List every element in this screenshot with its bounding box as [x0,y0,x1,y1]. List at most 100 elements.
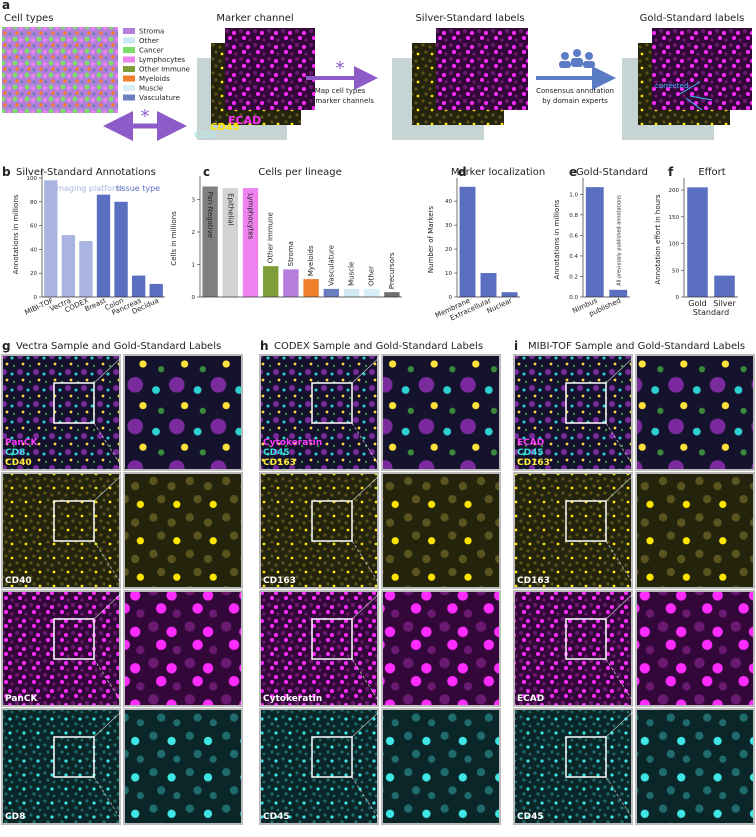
panel-title: Marker channel [216,13,293,24]
zoom-box [565,736,607,778]
x-tick-label: Gold [688,299,706,308]
sample-image [513,472,633,589]
channel-label: CD8 [5,812,25,822]
zoom-image [635,354,755,471]
panel-a-images [2,27,752,141]
legend-swatch [123,28,135,34]
zoom-line [93,708,125,738]
panel-letter: d [458,165,467,179]
sample-image [513,590,633,707]
chart-title: Cells per lineage [258,167,342,178]
channel-label: ECAD [517,694,544,704]
zoom-line [351,658,383,707]
bar [480,273,497,297]
y-tick-label: 0.2 [569,274,578,280]
channel-label: CD40 [5,458,32,468]
bar [44,180,58,297]
zoom-box [53,618,95,660]
legend-label: Myeloids [139,75,170,83]
x-axis-label: Standard [693,308,729,317]
zoom-line [93,354,125,384]
bar [687,187,708,297]
y-axis-label: Annotations in millions [553,199,561,279]
sample-image [1,590,121,707]
panel-letter: e [569,165,577,179]
zoom-line [605,708,637,738]
y-tick-label: 40 [445,199,452,205]
zoom-line [93,472,125,502]
zoom-line [93,658,125,707]
y-tick-label: 0 [449,295,453,301]
y-tick-label: 100 [669,242,680,248]
y-tick-label: 20 [30,271,37,277]
panel-letter: g [2,339,11,353]
y-axis-label: Annotations in millions [12,194,20,274]
bar [114,201,128,297]
y-tick-label: 0.8 [569,213,578,219]
silver-image [436,28,528,110]
zoom-image [381,472,501,589]
y-tick-label: 40 [30,247,37,253]
bar-label: Other Immune [267,212,275,263]
chart-title: Effort [698,167,725,178]
zoom-line [605,540,637,589]
bar [714,275,735,297]
panel-title: CODEX Sample and Gold-Standard Labels [274,341,483,352]
gold-image [652,28,752,110]
bar [364,288,380,297]
bar [609,289,628,297]
zoom-line [351,776,383,825]
zoom-box [565,500,607,542]
legend-label: Muscle [139,85,163,93]
bar-label: Stroma [287,241,295,266]
bar [459,186,476,297]
legend-swatch [123,56,135,63]
bar [323,288,339,297]
panel-title: Cell types [4,13,53,24]
zoom-line [351,708,383,738]
sample-image [1,354,121,471]
y-tick-label: 100 [27,176,38,182]
zoom-box [311,382,353,424]
bar [149,283,163,297]
zoom-line [351,422,383,471]
channel-label: CD45 [517,812,544,822]
y-tick-label: 150 [669,215,680,221]
channel-label: CD163 [517,576,550,586]
step-text: to marker channels [306,97,374,105]
bar-label: Vasculature [327,245,335,286]
legend-label: Vasculature [139,94,180,102]
zoom-image [635,708,755,825]
zoom-image [381,590,501,707]
legend-swatch [123,94,135,101]
annotation: imaging platform [54,184,123,193]
panel-title: Silver-Standard labels [415,13,524,24]
channel-label: Cytokeratin [263,694,322,704]
zoom-line [605,472,637,502]
zoom-line [351,590,383,620]
zoom-image [123,590,243,707]
y-tick-label: 0.0 [569,295,578,301]
zoom-line [93,422,125,471]
legend-label: Other [139,37,159,45]
panel-letter: a [2,0,10,12]
panel-title: Gold-Standard labels [640,13,745,24]
legend-swatch [123,66,135,72]
zoom-image [123,354,243,471]
bar-label: Myeloids [307,245,315,276]
zoom-box [311,500,353,542]
zoom-line [605,422,637,471]
bar [384,292,400,297]
y-tick-label: 1 [192,263,196,269]
sample-image [259,590,379,707]
sample-image [1,472,121,589]
bar [263,266,279,297]
x-tick-label: Silver [713,299,736,308]
zoom-line [93,540,125,589]
channel-label: CD45 [263,812,290,822]
legend-swatch [123,85,135,91]
corrected-label: corrected [655,82,688,90]
chart-title: Marker localization [451,167,545,178]
